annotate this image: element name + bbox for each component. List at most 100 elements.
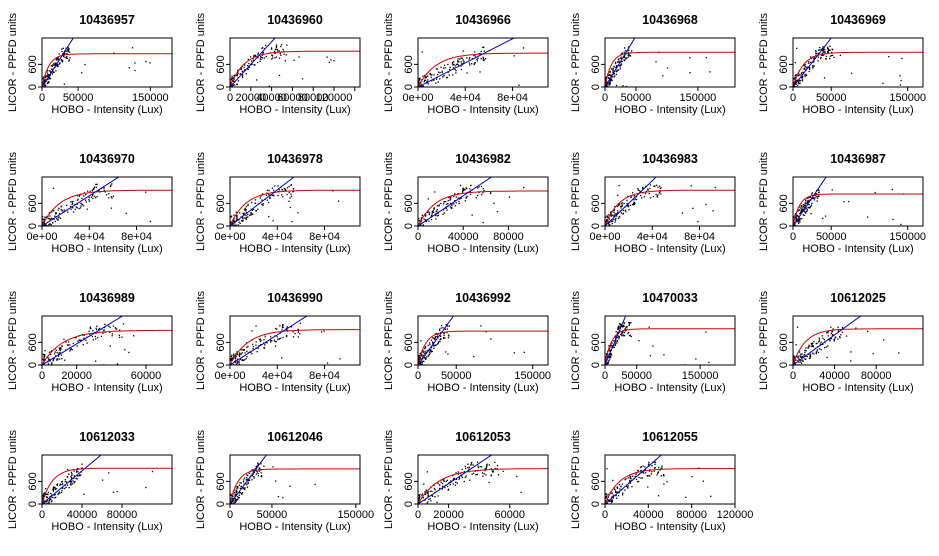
data-point (612, 68, 614, 70)
data-point (435, 68, 437, 70)
data-point (274, 345, 277, 347)
data-point (50, 501, 52, 503)
data-point (77, 475, 79, 477)
data-point (430, 76, 432, 78)
data-point (103, 187, 105, 189)
data-point (449, 484, 451, 486)
data-point (237, 486, 239, 488)
data-point (238, 484, 241, 486)
data-point (258, 338, 260, 340)
panel-title: 10436990 (267, 291, 323, 305)
data-point (76, 470, 78, 472)
data-point (443, 332, 445, 335)
data-point (606, 215, 608, 217)
data-point (245, 479, 248, 481)
data-point (279, 325, 281, 327)
data-point (609, 82, 611, 85)
data-point (615, 73, 617, 76)
data-point (829, 45, 831, 47)
data-point (419, 78, 421, 80)
data-point (492, 471, 494, 473)
data-point (804, 349, 806, 352)
data-point (46, 82, 49, 85)
data-point (497, 474, 500, 476)
data-point (808, 70, 810, 73)
data-point (230, 355, 232, 358)
data-point (608, 356, 610, 358)
data-point (626, 205, 628, 207)
data-point (235, 500, 237, 502)
x-tick-label: 150000 (514, 370, 551, 382)
data-point (297, 331, 299, 333)
plot-frame (41, 315, 173, 366)
data-point (50, 492, 52, 495)
data-point (103, 329, 105, 331)
data-point (620, 333, 622, 336)
data-point (804, 351, 806, 354)
data-point (131, 47, 134, 49)
y-axis-label: LICOR - PPFD units (195, 12, 207, 112)
data-point (54, 488, 56, 491)
data-point (607, 74, 609, 76)
data-point (613, 211, 615, 214)
data-point (808, 196, 810, 199)
data-point (55, 212, 57, 214)
data-point (470, 463, 473, 465)
data-point (103, 330, 105, 332)
data-point (452, 475, 454, 477)
data-point (618, 338, 620, 340)
data-point (73, 477, 75, 479)
data-point (843, 201, 845, 203)
data-point (260, 472, 262, 474)
x-tick-label: 60000 (494, 509, 525, 521)
data-point (257, 208, 259, 210)
data-point (236, 217, 238, 220)
y-axis-label: LICOR - PPFD units (758, 12, 770, 112)
data-point (252, 473, 255, 475)
data-point (251, 353, 253, 355)
data-point (42, 78, 44, 80)
data-point (230, 78, 233, 80)
data-point (235, 74, 237, 76)
data-point (831, 51, 833, 53)
data-point (64, 52, 66, 54)
data-point (475, 197, 477, 199)
data-point (46, 502, 48, 504)
y-tick-label: 600 (215, 55, 227, 73)
data-point (617, 327, 620, 329)
data-point (239, 353, 241, 355)
data-point (466, 72, 468, 74)
data-point (621, 333, 623, 335)
y-tick-label: 0 (778, 223, 790, 229)
data-point (418, 219, 420, 221)
data-point (422, 351, 424, 354)
data-point (428, 342, 431, 344)
data-point (666, 67, 669, 69)
panel-title: 10612033 (79, 430, 135, 444)
data-point (488, 464, 490, 466)
data-point (426, 492, 428, 494)
data-point (454, 205, 457, 207)
data-point (239, 352, 241, 354)
plot-frame (41, 176, 173, 227)
data-point (92, 197, 94, 200)
data-point (612, 214, 614, 216)
data-point (705, 331, 707, 333)
data-point (247, 213, 249, 216)
data-point (68, 341, 70, 343)
x-tick-label: 40000 (819, 370, 850, 382)
data-point (68, 473, 70, 475)
data-point (816, 53, 818, 55)
y-axis-label: LICOR - PPFD units (570, 290, 582, 390)
data-point (242, 212, 244, 214)
data-point (57, 209, 59, 211)
data-point (282, 497, 284, 499)
data-point (796, 326, 799, 328)
data-point (804, 64, 806, 66)
data-point (636, 198, 638, 201)
data-point (606, 499, 609, 501)
data-point (88, 196, 90, 199)
data-point (75, 336, 77, 339)
